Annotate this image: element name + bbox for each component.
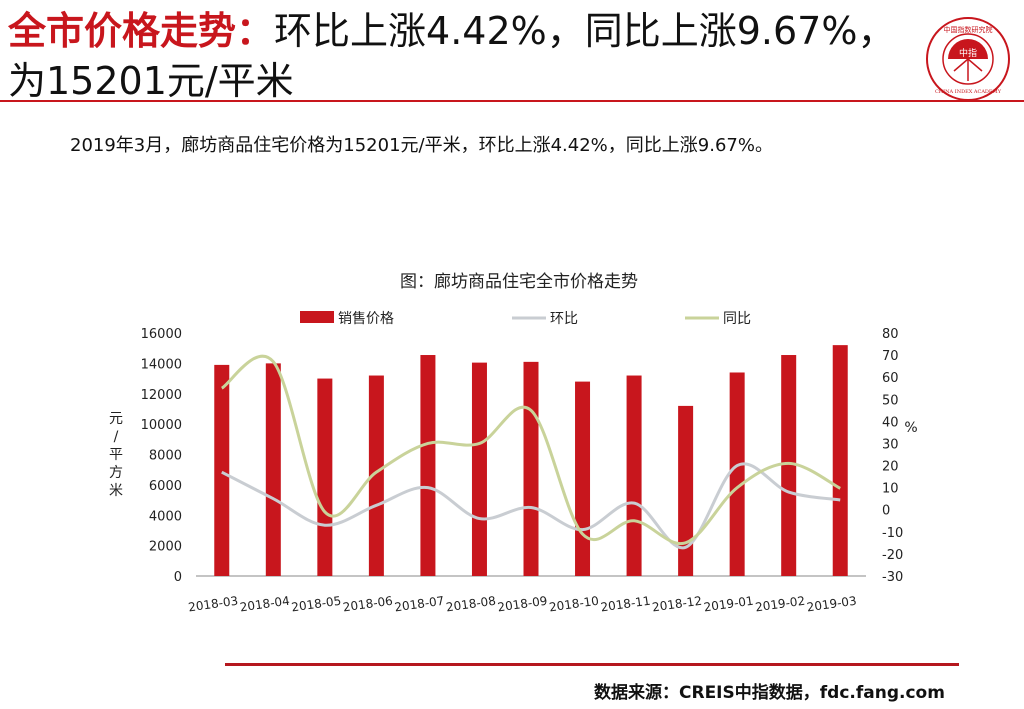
y-right-tick-label: -20: [882, 548, 903, 563]
slide-title-rest: 环比上涨4.42%，同比上涨9.67%，为15201元/平米: [8, 9, 896, 103]
y-right-tick-label: 10: [882, 482, 899, 497]
y-right-axis-label: %: [904, 420, 917, 436]
y-right-tick-label: 70: [882, 349, 899, 364]
y-left-tick-label: 0: [174, 570, 182, 585]
slide-title: 全市价格走势：环比上涨4.42%，同比上涨9.67%，为15201元/平米: [8, 6, 908, 106]
y-left-tick-label: 14000: [141, 357, 182, 372]
price-bar: [678, 405, 694, 576]
mom-line: [221, 462, 841, 550]
logo-top-text: 中国指数研究院: [944, 25, 993, 34]
y-right-tick-label: 0: [882, 504, 890, 519]
line-series: [220, 354, 841, 550]
y-left-axis-label: 平: [109, 447, 123, 463]
y-left-tick-label: 12000: [141, 388, 182, 403]
yoy-line: [220, 354, 841, 546]
footer-divider: [225, 663, 959, 666]
price-bar: [214, 364, 230, 576]
x-tick-label: 2018-10: [548, 594, 600, 615]
slide-title-highlight: 全市价格走势：: [8, 9, 275, 53]
y-left-axis-label: 方: [109, 465, 123, 481]
price-bar: [729, 372, 745, 576]
y-left-tick-label: 4000: [149, 509, 182, 524]
price-bar: [626, 375, 642, 576]
x-tick-label: 2018-03: [187, 594, 239, 615]
x-tick-label: 2018-06: [342, 594, 394, 615]
legend-item-mom: 环比: [550, 311, 578, 327]
y-right-tick-label: -30: [882, 570, 903, 585]
logo-center-text: 中指: [959, 47, 977, 59]
x-tick-label: 2018-04: [239, 594, 291, 615]
y-right-tick-label: 80: [882, 327, 899, 342]
price-bar: [420, 355, 436, 576]
legend-item-yoy: 同比: [723, 311, 751, 327]
y-left-axis-label: 元: [109, 411, 123, 427]
y-left-axis-label: /: [114, 429, 119, 445]
chart-axes: 0 2000 4000 6000 8000 10000 12000 14000 16000 -30…: [109, 327, 918, 614]
y-right-tick-label: 20: [882, 460, 899, 475]
y-left-tick-label: 16000: [141, 327, 182, 342]
bar-series: [214, 345, 848, 576]
x-tick-label: 2018-08: [445, 594, 497, 615]
logo-bottom-text: CHINA INDEX ACADEMY: [935, 89, 1002, 95]
price-bar: [523, 361, 539, 576]
price-bar: [368, 375, 384, 576]
y-left-tick-label: 2000: [149, 540, 182, 555]
y-right-tick-label: -10: [882, 526, 903, 541]
summary-text: 2019年3月，廊坊商品住宅价格为15201元/平米，环比上涨4.42%，同比上…: [70, 135, 773, 156]
y-left-tick-label: 10000: [141, 418, 182, 433]
x-tick-label: 2018-09: [497, 594, 549, 615]
price-bar: [832, 345, 848, 576]
legend-swatch: [300, 311, 334, 323]
price-bar: [317, 378, 333, 576]
x-tick-label: 2018-07: [394, 594, 446, 615]
y-right-tick-label: 30: [882, 437, 899, 452]
x-tick-label: 2019-02: [754, 594, 806, 615]
chart-title: 图：廊坊商品住宅全市价格走势: [400, 272, 638, 292]
x-tick-label: 2018-11: [600, 594, 652, 615]
price-bar: [781, 355, 797, 576]
chart-legend: 销售价格 环比 同比: [300, 311, 751, 327]
x-tick-label: 2018-12: [651, 594, 703, 615]
price-bar: [575, 381, 591, 576]
data-source: 数据来源：CREIS中指数据，fdc.fang.com: [594, 683, 945, 703]
y-right-tick-label: 50: [882, 393, 899, 408]
y-left-tick-label: 8000: [149, 449, 182, 464]
y-left-tick-label: 6000: [149, 479, 182, 494]
y-right-tick-label: 40: [882, 415, 899, 430]
price-bar: [265, 363, 281, 576]
y-left-axis-label: 米: [109, 483, 123, 499]
title-divider: [0, 100, 1024, 102]
y-right-tick-label: 60: [882, 371, 899, 386]
x-tick-label: 2019-01: [703, 594, 755, 615]
legend-item-price: 销售价格: [338, 311, 394, 327]
x-tick-label: 2019-03: [806, 594, 858, 615]
x-tick-label: 2018-05: [290, 594, 342, 615]
price-bar: [471, 362, 487, 576]
